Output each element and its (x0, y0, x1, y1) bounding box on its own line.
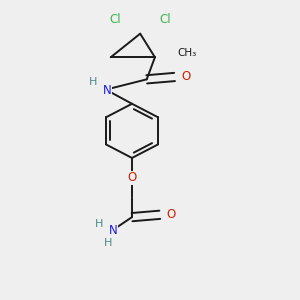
Text: Cl: Cl (159, 13, 170, 26)
Text: H: H (88, 77, 97, 87)
Text: CH₃: CH₃ (178, 48, 197, 58)
Text: H: H (104, 238, 112, 248)
Text: Cl: Cl (110, 13, 122, 26)
Text: O: O (166, 208, 176, 221)
Text: N: N (109, 224, 118, 237)
Text: H: H (95, 219, 103, 229)
Text: N: N (103, 84, 112, 97)
Text: O: O (181, 70, 190, 83)
Text: O: O (128, 172, 136, 184)
